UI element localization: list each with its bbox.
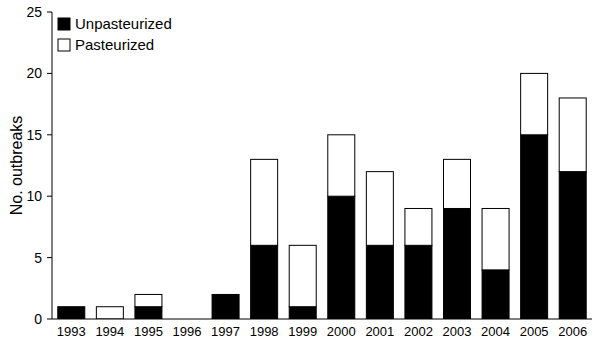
- bar-segment: [559, 98, 586, 172]
- bar-segment: [366, 172, 393, 246]
- chart-container: 0 5 10 15 20 25 1993 1994 1995 1996 1997 1998 1999 20…: [0, 0, 600, 353]
- bar-segment: [559, 172, 586, 319]
- y-tick-label: 0: [34, 311, 42, 327]
- x-tick-label: 2002: [404, 324, 433, 339]
- y-tick: [47, 73, 52, 74]
- x-tick-label: 1995: [134, 324, 163, 339]
- y-tick: [47, 12, 52, 13]
- bar-segment: [328, 196, 355, 319]
- bar-segment: [251, 245, 278, 319]
- x-tick-label: 1996: [173, 324, 202, 339]
- y-tick: [47, 196, 52, 197]
- legend-swatch: [58, 39, 70, 51]
- y-tick-label: 20: [26, 65, 42, 81]
- bar-segment: [444, 159, 471, 208]
- x-tick-label: 1997: [211, 324, 240, 339]
- x-tick-label: 1993: [57, 324, 86, 339]
- bar-segment: [521, 73, 548, 134]
- bar-segment: [405, 245, 432, 319]
- x-tick-label: 2005: [520, 324, 549, 339]
- bar-segment: [251, 159, 278, 245]
- bar-segment: [482, 208, 509, 269]
- bar-segment: [366, 245, 393, 319]
- bar-segment: [135, 294, 162, 306]
- y-tick: [47, 319, 52, 320]
- y-tick-label: 5: [34, 250, 42, 266]
- legend-label: Pasteurized: [75, 36, 154, 53]
- y-tick: [47, 134, 52, 135]
- legend: Unpasteurized Pasteurized: [58, 15, 172, 53]
- x-tick-label: 1998: [250, 324, 279, 339]
- x-tick-label: 2004: [481, 324, 510, 339]
- bar-segment: [58, 307, 85, 319]
- x-axis-line: [52, 319, 592, 320]
- y-tick-label: 10: [26, 188, 42, 204]
- x-tick-label: 1994: [95, 324, 124, 339]
- legend-label: Unpasteurized: [75, 15, 172, 32]
- bars: [58, 73, 586, 319]
- bar-segment: [212, 294, 239, 295]
- bar-segment: [289, 307, 316, 319]
- bar-segment: [212, 294, 239, 319]
- legend-swatch: [58, 18, 70, 30]
- chart-svg: 0 5 10 15 20 25 1993 1994 1995 1996 1997 1998 1999 20…: [0, 0, 600, 353]
- y-axis-line: [52, 12, 53, 319]
- x-tick-label: 1999: [288, 324, 317, 339]
- x-tick-label: 2001: [365, 324, 394, 339]
- y-tick-label: 25: [26, 4, 42, 20]
- bar-segment: [58, 306, 85, 307]
- x-tick-label: 2006: [558, 324, 587, 339]
- x-tick-label: 2003: [443, 324, 472, 339]
- y-tick-label: 15: [26, 127, 42, 143]
- bar-segment: [521, 135, 548, 319]
- bar-segment: [135, 307, 162, 319]
- bar-segment: [405, 208, 432, 245]
- y-tick: [47, 257, 52, 258]
- bar-segment: [328, 135, 355, 196]
- bar-segment: [482, 270, 509, 319]
- bar-segment: [444, 208, 471, 319]
- x-tick-label: 2000: [327, 324, 356, 339]
- bar-segment: [289, 245, 316, 306]
- y-axis-label: No. outbreaks: [8, 116, 25, 216]
- bar-segment: [96, 307, 123, 319]
